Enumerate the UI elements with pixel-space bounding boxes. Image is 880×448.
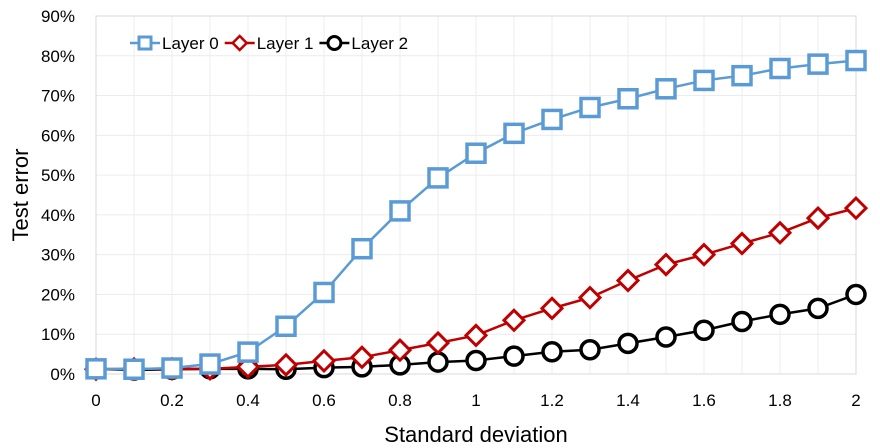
y-tick-label: 60% xyxy=(41,126,75,145)
data-point-layer-1 xyxy=(463,323,489,348)
data-point-layer-1 xyxy=(387,338,413,363)
data-point-layer-0 xyxy=(579,96,601,119)
data-point-layer-2 xyxy=(731,310,753,333)
y-tick-label: 30% xyxy=(41,246,75,265)
data-point-layer-0 xyxy=(769,57,791,80)
series-layer-0 xyxy=(85,49,867,380)
legend-label: Layer 1 xyxy=(257,34,314,53)
series-layer xyxy=(83,49,869,382)
data-point-layer-2 xyxy=(541,340,563,363)
x-tick-label: 0.6 xyxy=(312,391,336,410)
data-point-layer-0 xyxy=(503,122,525,145)
legend-marker xyxy=(326,35,343,51)
data-point-layer-0 xyxy=(655,78,677,100)
data-point-layer-0 xyxy=(275,315,297,338)
x-tick-label: 1 xyxy=(471,391,480,410)
x-tick-label: 2 xyxy=(851,391,860,410)
data-point-layer-2 xyxy=(845,283,867,306)
data-point-layer-1 xyxy=(767,220,793,245)
data-point-layer-0 xyxy=(351,237,373,260)
y-tick-label: 20% xyxy=(41,285,75,304)
y-tick-label: 80% xyxy=(41,47,75,66)
data-point-layer-0 xyxy=(123,358,145,380)
x-tick-label: 0 xyxy=(91,391,100,410)
data-point-layer-2 xyxy=(617,332,639,355)
y-tick-label: 50% xyxy=(41,166,75,185)
x-tick-label: 1.8 xyxy=(768,391,792,410)
data-point-layer-1 xyxy=(843,196,869,221)
data-point-layer-0 xyxy=(313,281,335,304)
data-point-layer-1 xyxy=(691,242,717,267)
y-tick-label: 40% xyxy=(41,206,75,225)
y-tick-label: 10% xyxy=(41,325,75,344)
x-tick-label: 0.2 xyxy=(160,391,184,410)
data-point-layer-0 xyxy=(199,353,221,375)
data-point-layer-0 xyxy=(731,64,753,87)
data-point-layer-1 xyxy=(273,352,299,377)
data-point-layer-0 xyxy=(389,200,411,222)
data-point-layer-0 xyxy=(541,108,563,131)
legend: Layer 0 Layer 1 Layer 2 xyxy=(130,34,408,53)
legend-label: Layer 0 xyxy=(162,34,219,53)
data-point-layer-2 xyxy=(503,345,525,367)
data-point-layer-2 xyxy=(693,319,715,341)
data-point-layer-2 xyxy=(807,297,829,320)
data-point-layer-0 xyxy=(617,87,639,110)
data-point-layer-2 xyxy=(465,349,487,372)
x-tick-label: 1.2 xyxy=(540,391,564,410)
x-axis-title: Standard deviation xyxy=(384,422,567,447)
data-point-layer-1 xyxy=(501,308,527,333)
legend-item-layer-1: Layer 1 xyxy=(224,34,314,53)
data-point-layer-1 xyxy=(539,296,565,321)
data-point-layer-1 xyxy=(311,348,337,373)
legend-item-layer-0: Layer 0 xyxy=(130,34,219,53)
data-point-layer-2 xyxy=(655,326,677,348)
legend-marker xyxy=(230,34,249,52)
y-axis-ticks: 0% 10% 20% 30% 40% 50% 60% 70% 80% 90% xyxy=(41,7,75,384)
data-point-layer-1 xyxy=(349,345,375,370)
x-axis-ticks: 0 0.2 0.4 0.6 0.8 1 1.2 1.4 1.6 1.8 2 xyxy=(91,391,860,410)
x-tick-label: 0.8 xyxy=(388,391,412,410)
data-point-layer-1 xyxy=(653,252,679,277)
y-axis-title: Test error xyxy=(8,149,33,242)
x-tick-label: 1.6 xyxy=(692,391,716,410)
data-point-layer-0 xyxy=(807,53,829,75)
data-point-layer-0 xyxy=(693,69,715,92)
legend-label: Layer 2 xyxy=(351,34,408,53)
plot-area xyxy=(95,15,857,375)
legend-marker xyxy=(137,35,153,51)
x-tick-label: 0.4 xyxy=(236,391,260,410)
data-point-layer-1 xyxy=(425,330,451,356)
y-tick-label: 70% xyxy=(41,87,75,106)
data-point-layer-0 xyxy=(161,357,183,379)
data-point-layer-0 xyxy=(237,341,259,363)
grid xyxy=(96,16,856,374)
y-tick-label: 90% xyxy=(41,7,75,26)
legend-item-layer-2: Layer 2 xyxy=(319,34,408,53)
data-point-layer-2 xyxy=(769,303,791,326)
data-point-layer-2 xyxy=(427,351,449,373)
data-point-layer-2 xyxy=(579,338,601,361)
x-tick-label: 1.4 xyxy=(616,391,640,410)
data-point-layer-1 xyxy=(577,285,603,310)
data-point-layer-1 xyxy=(615,268,641,293)
data-point-layer-0 xyxy=(85,358,107,380)
data-point-layer-1 xyxy=(805,205,831,231)
data-point-layer-0 xyxy=(465,142,487,164)
data-point-layer-0 xyxy=(427,167,449,189)
data-point-layer-0 xyxy=(845,49,867,72)
y-tick-label: 0% xyxy=(50,365,75,384)
data-point-layer-1 xyxy=(729,231,755,256)
